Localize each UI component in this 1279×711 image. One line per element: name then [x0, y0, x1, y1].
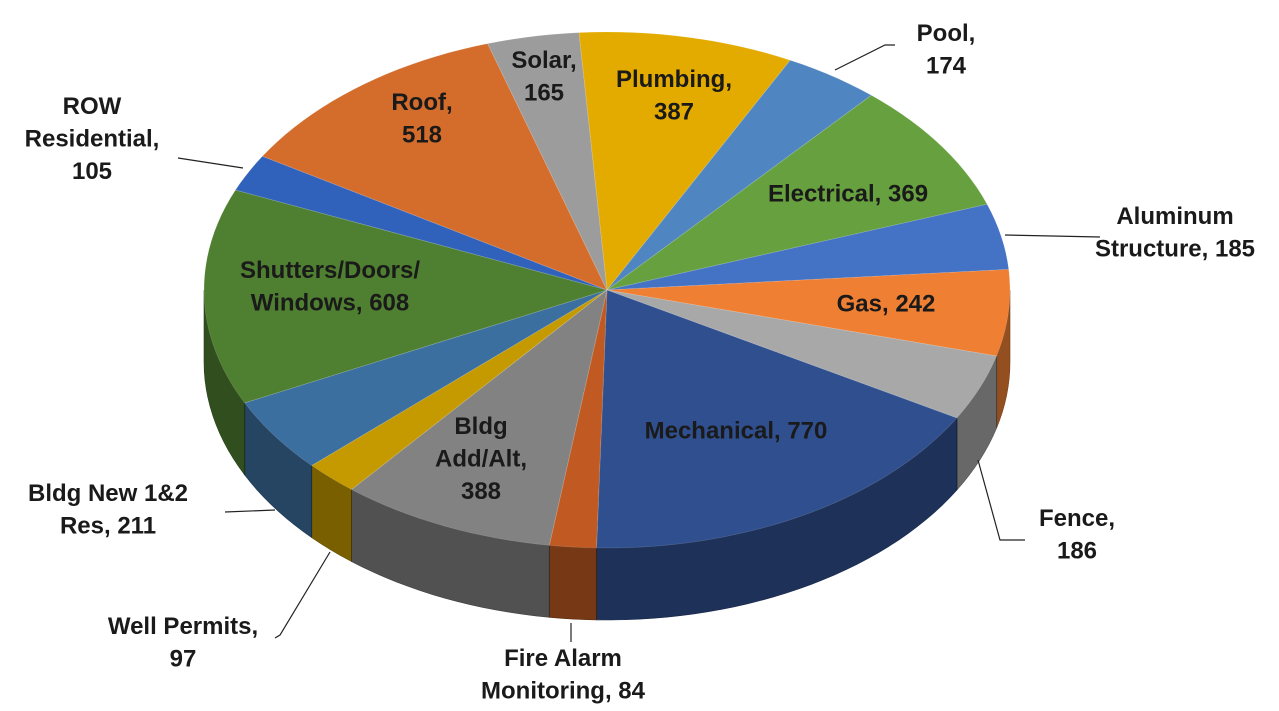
- slice: [596, 289, 958, 549]
- data-label: Fire Alarm: [504, 645, 622, 672]
- leader-line: [1004, 234, 1101, 238]
- leader-line: [834, 44, 895, 71]
- slice: [606, 203, 1010, 291]
- data-label: 518: [402, 122, 442, 149]
- slice: [350, 288, 608, 546]
- leader-line: [977, 459, 1025, 541]
- data-label: Electrical, 369: [768, 180, 928, 207]
- data-label: 105: [72, 158, 112, 185]
- data-label: Windows, 608: [251, 290, 409, 317]
- slice: [203, 189, 609, 404]
- slice: [606, 59, 873, 291]
- data-label: Pool,: [917, 20, 976, 47]
- data-label: Solar,: [511, 47, 576, 74]
- data-label: Res, 211: [60, 513, 156, 540]
- slice: [261, 43, 608, 291]
- data-label: 165: [524, 80, 564, 107]
- data-label: Bldg: [454, 413, 507, 440]
- slice: [487, 32, 608, 291]
- data-label: Aluminum: [1116, 203, 1233, 230]
- slice: [548, 289, 608, 549]
- data-label: Gas, 242: [837, 290, 936, 317]
- data-label: 97: [170, 646, 197, 673]
- data-label: Well Permits,: [108, 613, 258, 640]
- leader-line: [177, 157, 244, 169]
- data-label: Bldg New 1&2: [28, 480, 188, 507]
- data-label: Shutters/Doors/: [240, 257, 420, 284]
- data-label: Add/Alt,: [435, 445, 527, 472]
- leader-line: [274, 551, 331, 639]
- slice: [234, 155, 608, 291]
- data-label: 186: [1057, 538, 1097, 565]
- data-label: Monitoring, 84: [481, 678, 646, 705]
- slice: [243, 289, 608, 467]
- slice: [606, 289, 998, 419]
- data-label: Structure, 185: [1095, 236, 1255, 263]
- slice-side: [549, 545, 597, 621]
- data-label: Plumbing,: [616, 66, 732, 93]
- slice: [606, 268, 1011, 357]
- data-label: Residential,: [25, 125, 160, 152]
- data-label: 387: [654, 99, 694, 126]
- slice: [606, 94, 988, 291]
- leader-line: [224, 509, 276, 513]
- data-label: 174: [926, 53, 967, 80]
- data-label: 388: [461, 478, 501, 505]
- slice: [310, 289, 608, 490]
- data-label: Mechanical, 770: [645, 417, 828, 444]
- data-label: Roof,: [391, 89, 452, 116]
- slice: [578, 31, 791, 292]
- data-label: ROW: [63, 93, 122, 120]
- data-label: Fence,: [1039, 505, 1115, 532]
